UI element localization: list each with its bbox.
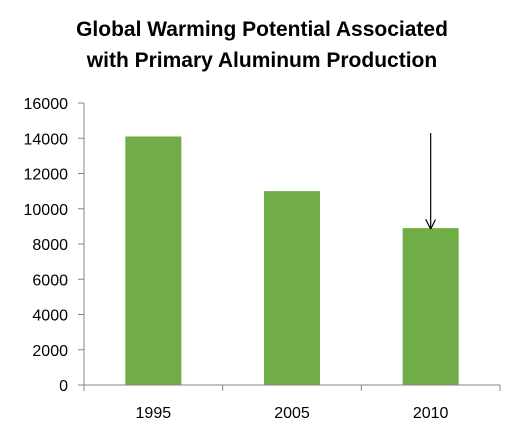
y-tick-label: 10000 xyxy=(24,202,69,219)
bar-1995 xyxy=(125,136,182,385)
chart-title: Global Warming Potential Associated with… xyxy=(0,14,524,76)
y-tick-label: 2000 xyxy=(32,343,68,360)
y-tick-label: 14000 xyxy=(24,131,69,148)
y-tick-label: 0 xyxy=(59,378,68,395)
y-tick-label: 12000 xyxy=(24,167,69,184)
bar-2005 xyxy=(264,191,320,385)
y-tick-label: 6000 xyxy=(32,272,68,289)
bar-2010 xyxy=(402,228,459,385)
chart-title-line-2: with Primary Aluminum Production xyxy=(86,49,438,72)
y-tick-label: 4000 xyxy=(32,308,68,325)
y-axis: 0 2000 4000 6000 8000 10000 12000 14000 16000 xyxy=(24,96,85,395)
y-tick-label: 8000 xyxy=(32,237,68,254)
bars xyxy=(125,136,459,385)
x-axis: 1995 2005 2010 xyxy=(83,384,501,422)
chart-title-line-1: Global Warming Potential Associated xyxy=(76,18,448,41)
y-tick-label: 16000 xyxy=(24,96,69,113)
x-tick-label: 1995 xyxy=(136,405,172,422)
x-tick-label: 2005 xyxy=(274,405,310,422)
x-tick-label: 2010 xyxy=(413,405,449,422)
